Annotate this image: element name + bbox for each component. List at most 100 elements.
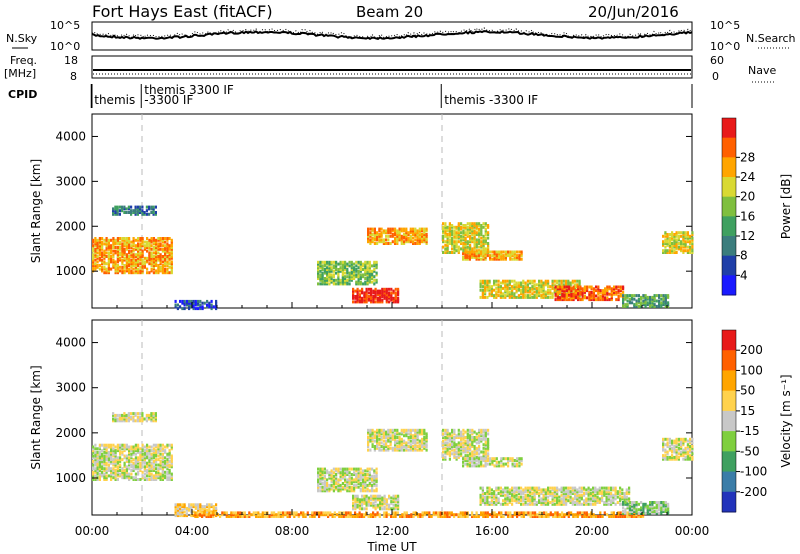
data-cell xyxy=(405,236,408,240)
data-cell xyxy=(358,300,361,304)
data-cell xyxy=(130,463,133,467)
data-cell xyxy=(502,295,505,299)
data-cell xyxy=(488,501,491,504)
data-cell xyxy=(499,290,502,294)
data-cell xyxy=(348,260,351,264)
data-cell xyxy=(515,501,518,504)
data-cell xyxy=(610,296,613,300)
data-cell xyxy=(132,253,135,257)
data-cell xyxy=(137,459,140,463)
data-cell xyxy=(499,281,502,285)
data-cell xyxy=(594,497,597,501)
data-cell xyxy=(649,297,652,301)
data-cell xyxy=(569,495,572,499)
data-cell xyxy=(453,432,456,436)
data-cell xyxy=(141,249,144,253)
data-cell xyxy=(451,229,454,233)
data-cell xyxy=(390,295,393,298)
data-cell xyxy=(367,234,370,238)
data-cell xyxy=(487,432,490,436)
data-cell xyxy=(170,443,173,447)
data-cell xyxy=(179,503,182,507)
data-cell xyxy=(373,227,376,231)
data-cell xyxy=(369,227,372,231)
data-cell xyxy=(442,446,445,450)
data-cell xyxy=(453,445,456,448)
data-cell xyxy=(338,511,341,515)
data-cell xyxy=(317,487,320,491)
data-cell xyxy=(119,251,122,255)
data-cell xyxy=(125,415,128,419)
data-cell xyxy=(633,515,636,518)
data-cell xyxy=(208,301,211,305)
data-cell xyxy=(221,513,224,517)
data-cell xyxy=(462,513,465,517)
data-cell xyxy=(451,443,454,447)
data-cell xyxy=(542,295,545,299)
data-cell xyxy=(412,236,415,240)
data-cell xyxy=(321,471,324,475)
data-cell xyxy=(592,497,595,501)
data-cell xyxy=(536,515,539,518)
data-cell xyxy=(146,450,149,454)
data-cell xyxy=(416,448,419,452)
data-cell xyxy=(533,495,536,499)
data-cell xyxy=(389,242,392,245)
data-cell xyxy=(524,488,527,492)
data-cell xyxy=(412,229,415,233)
data-cell xyxy=(141,260,144,264)
data-cell xyxy=(633,303,636,307)
data-cell xyxy=(544,292,547,296)
data-cell xyxy=(673,234,676,238)
freq-tick-top: 18 xyxy=(64,54,78,67)
data-cell xyxy=(513,499,516,503)
data-cell xyxy=(339,489,342,493)
data-cell xyxy=(479,493,482,497)
data-cell xyxy=(368,482,371,485)
data-cell xyxy=(362,262,365,266)
data-cell xyxy=(101,452,104,456)
data-cell xyxy=(668,233,671,236)
data-cell xyxy=(544,502,547,506)
data-cell xyxy=(164,251,167,255)
data-cell xyxy=(556,298,559,302)
data-cell xyxy=(416,430,419,434)
data-cell xyxy=(261,515,264,518)
data-cell xyxy=(464,254,467,258)
data-cell xyxy=(350,467,353,471)
data-cell xyxy=(444,437,447,441)
data-cell xyxy=(451,436,454,439)
data-cell xyxy=(628,301,631,305)
data-cell xyxy=(487,245,490,249)
data-cell xyxy=(551,488,554,492)
data-cell xyxy=(554,298,557,302)
data-cell xyxy=(664,301,667,305)
data-cell xyxy=(370,293,373,297)
data-cell xyxy=(375,471,378,475)
data-cell xyxy=(376,513,379,517)
data-cell xyxy=(114,454,117,458)
data-cell xyxy=(493,464,496,468)
data-cell xyxy=(341,278,344,282)
data-cell xyxy=(601,292,604,296)
data-cell xyxy=(516,459,519,462)
data-cell xyxy=(141,205,144,209)
data-cell xyxy=(346,282,349,286)
data-cell xyxy=(487,225,490,229)
data-cell xyxy=(529,501,532,504)
data-cell xyxy=(684,243,687,247)
data-cell xyxy=(159,459,162,463)
data-cell xyxy=(540,279,543,283)
data-cell xyxy=(617,285,620,289)
data-cell xyxy=(141,459,144,463)
data-cell xyxy=(398,233,401,236)
data-cell xyxy=(418,242,421,245)
data-cell xyxy=(394,500,397,504)
data-cell xyxy=(359,277,362,280)
data-cell xyxy=(379,505,382,509)
data-cell xyxy=(371,489,374,493)
data-cell xyxy=(451,243,454,247)
data-cell xyxy=(96,238,99,242)
data-cell xyxy=(212,513,215,517)
data-cell xyxy=(373,262,376,266)
